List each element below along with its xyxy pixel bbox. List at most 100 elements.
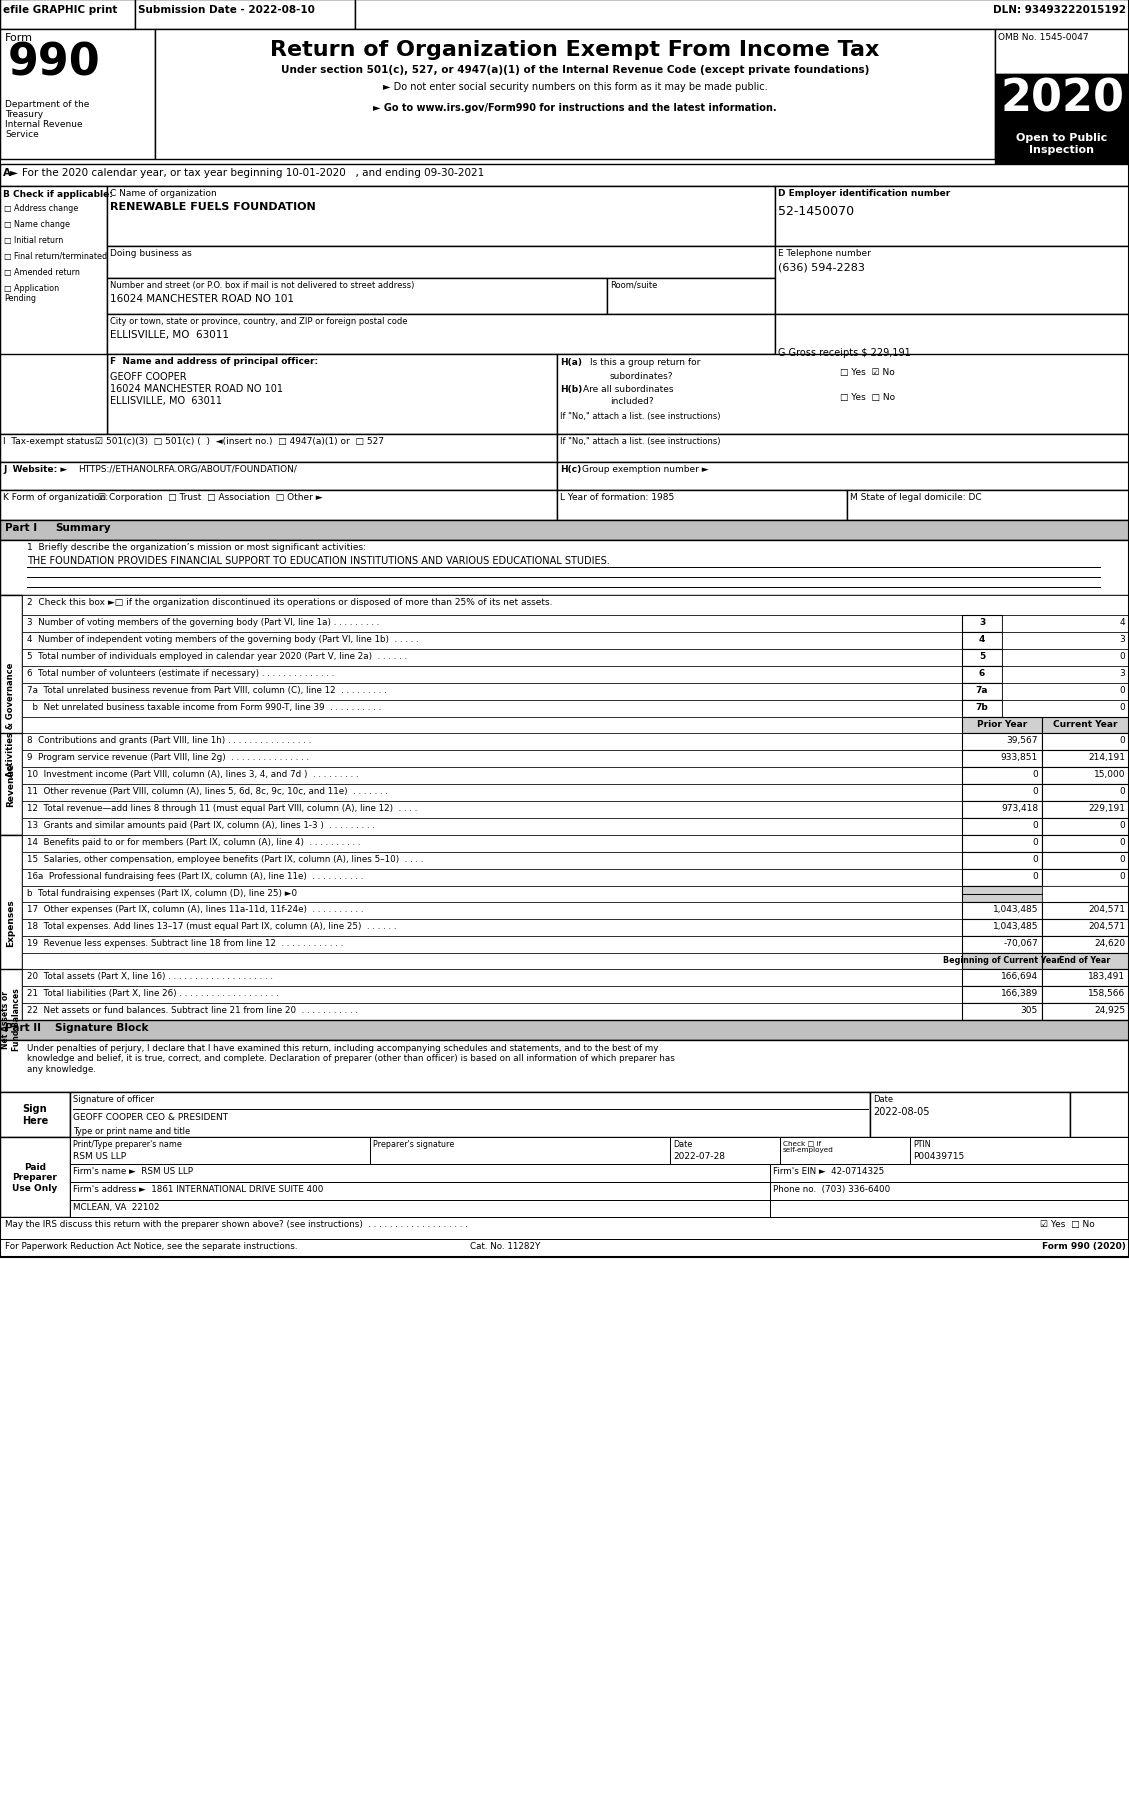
Text: □ Initial return: □ Initial return (5, 237, 63, 246)
Text: 24,925: 24,925 (1094, 1005, 1124, 1014)
Bar (107, 186, 774, 248)
Bar (0, 1137, 70, 1218)
Bar (0, 1218, 1129, 1240)
Bar (962, 651, 1003, 667)
Bar (0, 0, 1129, 31)
Bar (962, 902, 1042, 920)
Bar (1042, 936, 1129, 954)
Text: 7a  Total unrelated business revenue from Part VIII, column (C), line 12  . . . : 7a Total unrelated business revenue from… (27, 685, 387, 694)
Bar (557, 354, 1129, 435)
Bar (21, 632, 962, 651)
Bar (962, 734, 1042, 750)
Text: If "No," attach a list. (see instructions): If "No," attach a list. (see instruction… (560, 412, 720, 421)
Bar (21, 835, 962, 853)
Text: Activities & Governance: Activities & Governance (7, 663, 16, 777)
Text: ☑ Yes  □ No: ☑ Yes □ No (1040, 1220, 1095, 1229)
Bar (962, 616, 1003, 632)
Text: Preparer's signature: Preparer's signature (373, 1140, 454, 1149)
Bar (962, 683, 1003, 701)
Bar (962, 987, 1042, 1003)
Text: H(b): H(b) (560, 385, 583, 394)
Text: 39,567: 39,567 (1006, 735, 1038, 744)
Text: 16024 MANCHESTER ROAD NO 101: 16024 MANCHESTER ROAD NO 101 (110, 295, 294, 304)
Text: 2022-07-28: 2022-07-28 (673, 1151, 725, 1160)
Bar (1042, 987, 1129, 1003)
Bar (0, 1041, 1129, 1093)
Text: 4: 4 (1119, 618, 1124, 627)
Text: ► Go to www.irs.gov/Form990 for instructions and the latest information.: ► Go to www.irs.gov/Form990 for instruct… (374, 103, 777, 112)
Text: 0: 0 (1119, 786, 1124, 795)
Bar (910, 1137, 1129, 1164)
Bar (962, 936, 1042, 954)
Bar (21, 920, 962, 936)
Text: Department of the: Department of the (5, 99, 89, 108)
Text: Internal Revenue: Internal Revenue (5, 119, 82, 128)
Bar (1070, 1093, 1129, 1137)
Text: 22  Net assets or fund balances. Subtract line 21 from line 20  . . . . . . . . : 22 Net assets or fund balances. Subtract… (27, 1005, 358, 1014)
Text: subordinates?: subordinates? (610, 372, 674, 381)
Bar (1042, 853, 1129, 869)
Bar (21, 987, 962, 1003)
Bar (1042, 1003, 1129, 1021)
Bar (355, 0, 1129, 31)
Text: G Gross receipts $ 229,191: G Gross receipts $ 229,191 (778, 347, 911, 358)
Text: 10  Investment income (Part VIII, column (A), lines 3, 4, and 7d )  . . . . . . : 10 Investment income (Part VIII, column … (27, 770, 359, 779)
Bar (962, 768, 1042, 784)
Text: M State of legal domicile: DC: M State of legal domicile: DC (850, 493, 981, 502)
Bar (21, 887, 962, 902)
Text: 7b: 7b (975, 703, 988, 712)
Bar (21, 734, 962, 750)
Bar (21, 970, 962, 987)
Bar (107, 354, 557, 435)
Bar (0, 1021, 1129, 1041)
Text: K Form of organization:: K Form of organization: (3, 493, 108, 502)
Text: included?: included? (610, 398, 654, 407)
Text: 15  Salaries, other compensation, employee benefits (Part IX, column (A), lines : 15 Salaries, other compensation, employe… (27, 855, 423, 864)
Text: □ Yes  □ No: □ Yes □ No (840, 392, 895, 401)
Bar (21, 768, 962, 784)
Bar (0, 0, 1129, 1258)
Bar (962, 750, 1042, 768)
Text: 14  Benefits paid to or for members (Part IX, column (A), line 4)  . . . . . . .: 14 Benefits paid to or for members (Part… (27, 837, 360, 846)
Text: 24,620: 24,620 (1094, 938, 1124, 947)
Text: Is this a group return for: Is this a group return for (590, 358, 700, 367)
Bar (1003, 683, 1129, 701)
Bar (70, 1200, 770, 1218)
Text: 11  Other revenue (Part VIII, column (A), lines 5, 6d, 8c, 9c, 10c, and 11e)  . : 11 Other revenue (Part VIII, column (A),… (27, 786, 388, 795)
Bar (107, 314, 774, 354)
Bar (1042, 819, 1129, 835)
Text: 13  Grants and similar amounts paid (Part IX, column (A), lines 1-3 )  . . . . .: 13 Grants and similar amounts paid (Part… (27, 820, 375, 829)
Bar (21, 784, 962, 802)
Text: RSM US LLP: RSM US LLP (73, 1151, 126, 1160)
Bar (780, 1137, 910, 1164)
Text: 5: 5 (979, 652, 986, 661)
Bar (21, 616, 962, 632)
Bar (21, 667, 962, 683)
Bar (0, 540, 1129, 596)
Text: Open to Public
Inspection: Open to Public Inspection (1016, 134, 1108, 155)
Text: Expenses: Expenses (7, 898, 16, 947)
Text: b  Total fundraising expenses (Part IX, column (D), line 25) ►0: b Total fundraising expenses (Part IX, c… (27, 889, 297, 898)
Bar (0, 354, 107, 435)
Text: 158,566: 158,566 (1087, 988, 1124, 997)
Bar (0, 734, 21, 835)
Text: H(c): H(c) (560, 464, 581, 473)
Bar (21, 954, 962, 970)
Text: 0: 0 (1032, 820, 1038, 829)
Bar (155, 31, 995, 159)
Text: 204,571: 204,571 (1088, 905, 1124, 914)
Bar (962, 667, 1003, 683)
Text: 933,851: 933,851 (1000, 752, 1038, 761)
Text: Part I: Part I (5, 522, 37, 533)
Bar (21, 701, 962, 717)
Bar (370, 1137, 669, 1164)
Bar (70, 1093, 870, 1137)
Text: 3: 3 (1119, 634, 1124, 643)
Text: Check □ if
self-employed: Check □ if self-employed (784, 1140, 834, 1153)
Bar (962, 887, 1042, 902)
Bar (21, 683, 962, 701)
Bar (1042, 954, 1129, 970)
Text: HTTPS://ETHANOLRFA.ORG/ABOUT/FOUNDATION/: HTTPS://ETHANOLRFA.ORG/ABOUT/FOUNDATION/ (78, 464, 297, 473)
Text: Number and street (or P.O. box if mail is not delivered to street address): Number and street (or P.O. box if mail i… (110, 280, 414, 289)
Bar (21, 902, 962, 920)
